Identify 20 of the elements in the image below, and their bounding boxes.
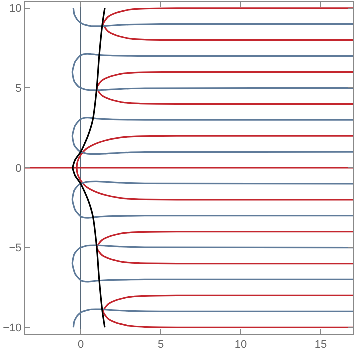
x-tick-label: 0 bbox=[78, 339, 84, 349]
y-tick-label: −10 bbox=[3, 322, 22, 334]
line-series bbox=[102, 8, 353, 42]
y-tick-label: −5 bbox=[9, 242, 22, 255]
line-series bbox=[72, 180, 353, 219]
line-series bbox=[96, 71, 353, 106]
line-series bbox=[72, 8, 353, 28]
y-tick-label: 5 bbox=[16, 83, 22, 96]
x-tick-label: 10 bbox=[234, 339, 248, 349]
line-series bbox=[72, 8, 106, 328]
line-series bbox=[72, 53, 353, 92]
x-tick-label: 5 bbox=[158, 339, 164, 349]
line-series bbox=[72, 117, 353, 156]
line-series bbox=[96, 230, 353, 265]
y-tick-label: 0 bbox=[16, 162, 22, 175]
y-tick-label: 10 bbox=[10, 3, 22, 16]
line-series bbox=[102, 294, 353, 328]
x-tick-label: 15 bbox=[314, 339, 328, 349]
line-series bbox=[72, 244, 353, 283]
line-series bbox=[72, 308, 353, 328]
